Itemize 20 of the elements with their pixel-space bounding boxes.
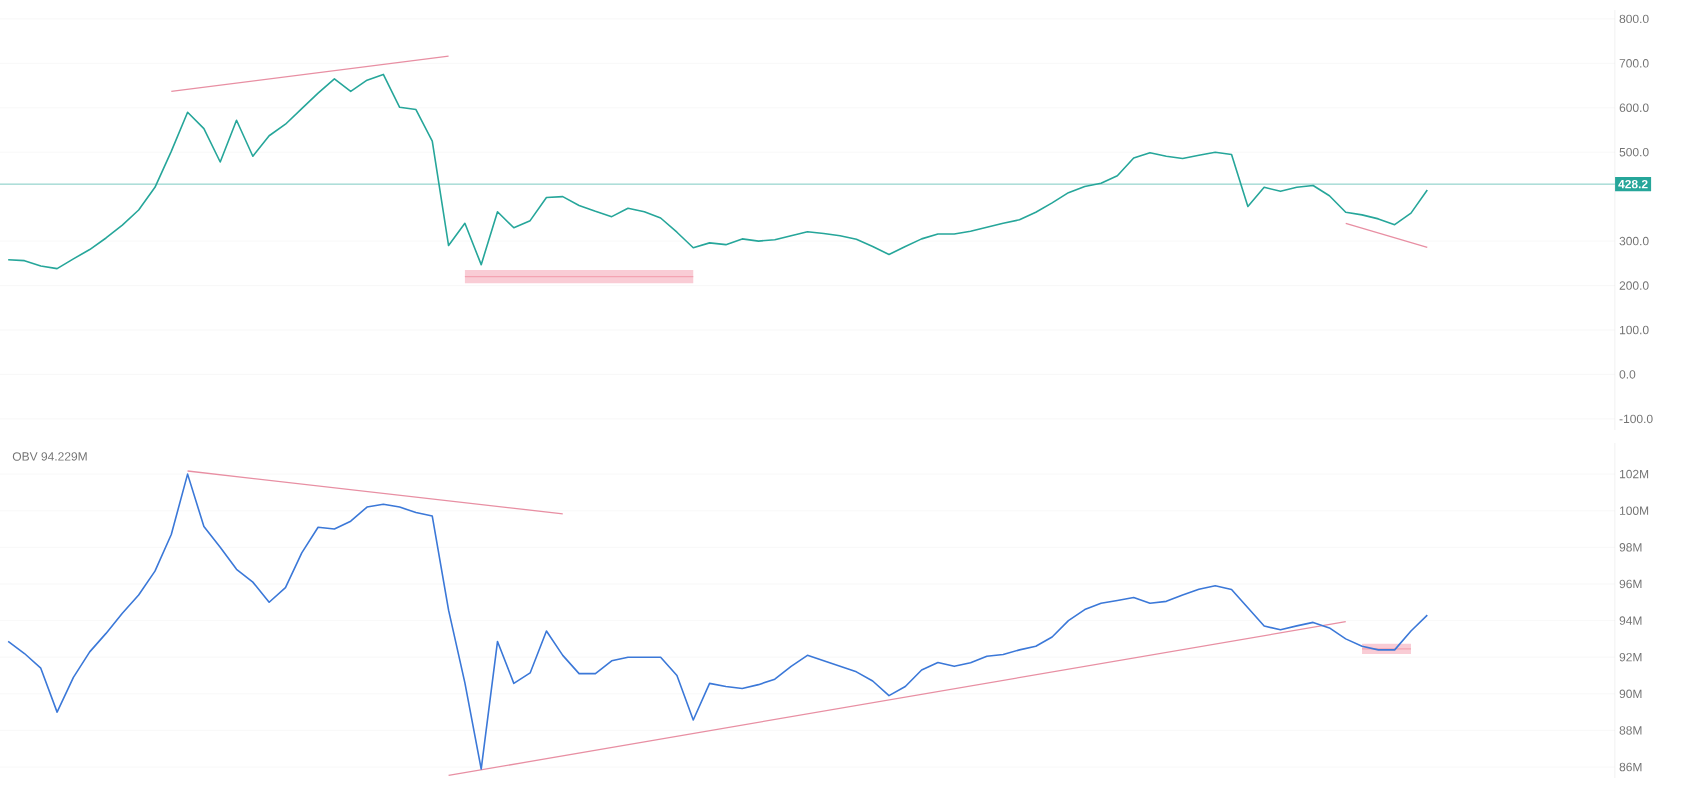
y-tick-label: 0.0 [1619,370,1636,379]
y-tick-label: 600.0 [1619,103,1649,113]
annotation: OBV 94.229M [12,452,87,461]
y-tick-label: 300.0 [1619,236,1649,246]
y-tick-label: 200.0 [1619,281,1649,290]
y-tick-label: 88M [1619,726,1642,735]
y-tick-label: 500.0 [1619,147,1649,157]
y-tick-label: 700.0 [1619,59,1649,68]
y-tick-label: -100.0 [1619,414,1653,424]
y-tick-label: 92M [1619,652,1642,662]
y-tick-label: 96M [1619,579,1642,589]
y-tick-label: 800.0 [1619,14,1649,24]
y-tick-label: 100.0 [1619,325,1649,335]
ref-line-label: 428.2 [1618,179,1648,189]
y-tick-label: 90M [1619,689,1642,699]
y-tick-label: 100M [1619,506,1649,515]
y-tick-label: 94M [1619,616,1642,625]
y-tick-label: 98M [1619,543,1642,552]
y-tick-label: 86M [1619,762,1642,772]
y-tick-label: 102M [1619,469,1649,479]
